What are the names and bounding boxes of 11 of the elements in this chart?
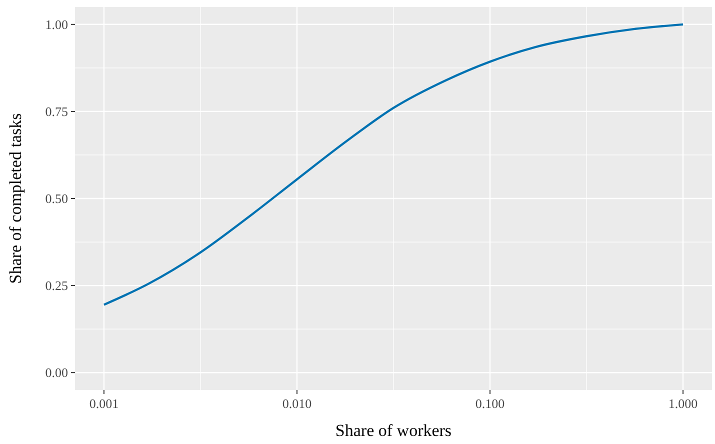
x-tick-label: 0.100 xyxy=(475,396,505,411)
y-tick-label: 0.00 xyxy=(45,365,68,380)
x-tick-label: 0.001 xyxy=(89,396,119,411)
x-axis-title: Share of workers xyxy=(335,421,452,440)
x-tick-label: 0.010 xyxy=(282,396,312,411)
y-tick-label: 0.25 xyxy=(45,278,68,294)
y-axis-title: Share of completed tasks xyxy=(6,113,25,284)
x-tick-label: 1.000 xyxy=(668,396,698,411)
y-tick-label: 1.00 xyxy=(45,16,68,32)
y-tick-label: 0.75 xyxy=(45,104,68,120)
y-tick-label: 0.50 xyxy=(45,191,68,206)
